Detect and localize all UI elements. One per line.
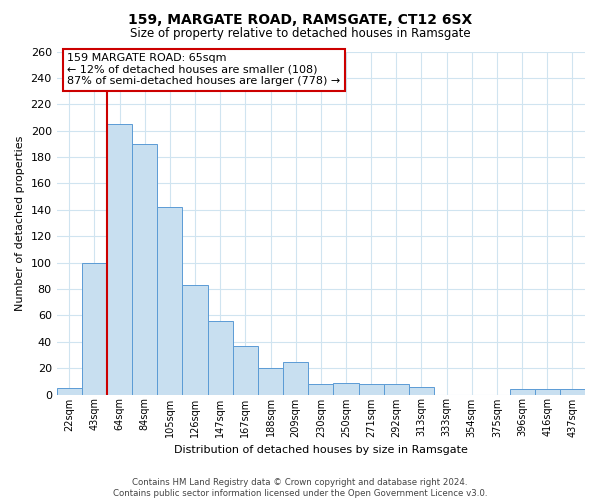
Bar — [157, 207, 182, 394]
Bar — [132, 144, 157, 395]
Bar — [535, 389, 560, 394]
Bar — [56, 388, 82, 394]
Bar — [308, 384, 334, 394]
Bar — [334, 382, 359, 394]
Bar — [359, 384, 384, 394]
Text: Contains HM Land Registry data © Crown copyright and database right 2024.
Contai: Contains HM Land Registry data © Crown c… — [113, 478, 487, 498]
Bar — [384, 384, 409, 394]
X-axis label: Distribution of detached houses by size in Ramsgate: Distribution of detached houses by size … — [174, 445, 468, 455]
Bar — [233, 346, 258, 395]
Bar — [107, 124, 132, 394]
Bar — [283, 362, 308, 394]
Bar — [182, 285, 208, 395]
Bar — [409, 386, 434, 394]
Bar — [560, 389, 585, 394]
Y-axis label: Number of detached properties: Number of detached properties — [15, 136, 25, 310]
Text: Size of property relative to detached houses in Ramsgate: Size of property relative to detached ho… — [130, 28, 470, 40]
Bar — [509, 389, 535, 394]
Bar — [208, 320, 233, 394]
Text: 159, MARGATE ROAD, RAMSGATE, CT12 6SX: 159, MARGATE ROAD, RAMSGATE, CT12 6SX — [128, 12, 472, 26]
Bar — [82, 262, 107, 394]
Bar — [258, 368, 283, 394]
Text: 159 MARGATE ROAD: 65sqm
← 12% of detached houses are smaller (108)
87% of semi-d: 159 MARGATE ROAD: 65sqm ← 12% of detache… — [67, 53, 340, 86]
